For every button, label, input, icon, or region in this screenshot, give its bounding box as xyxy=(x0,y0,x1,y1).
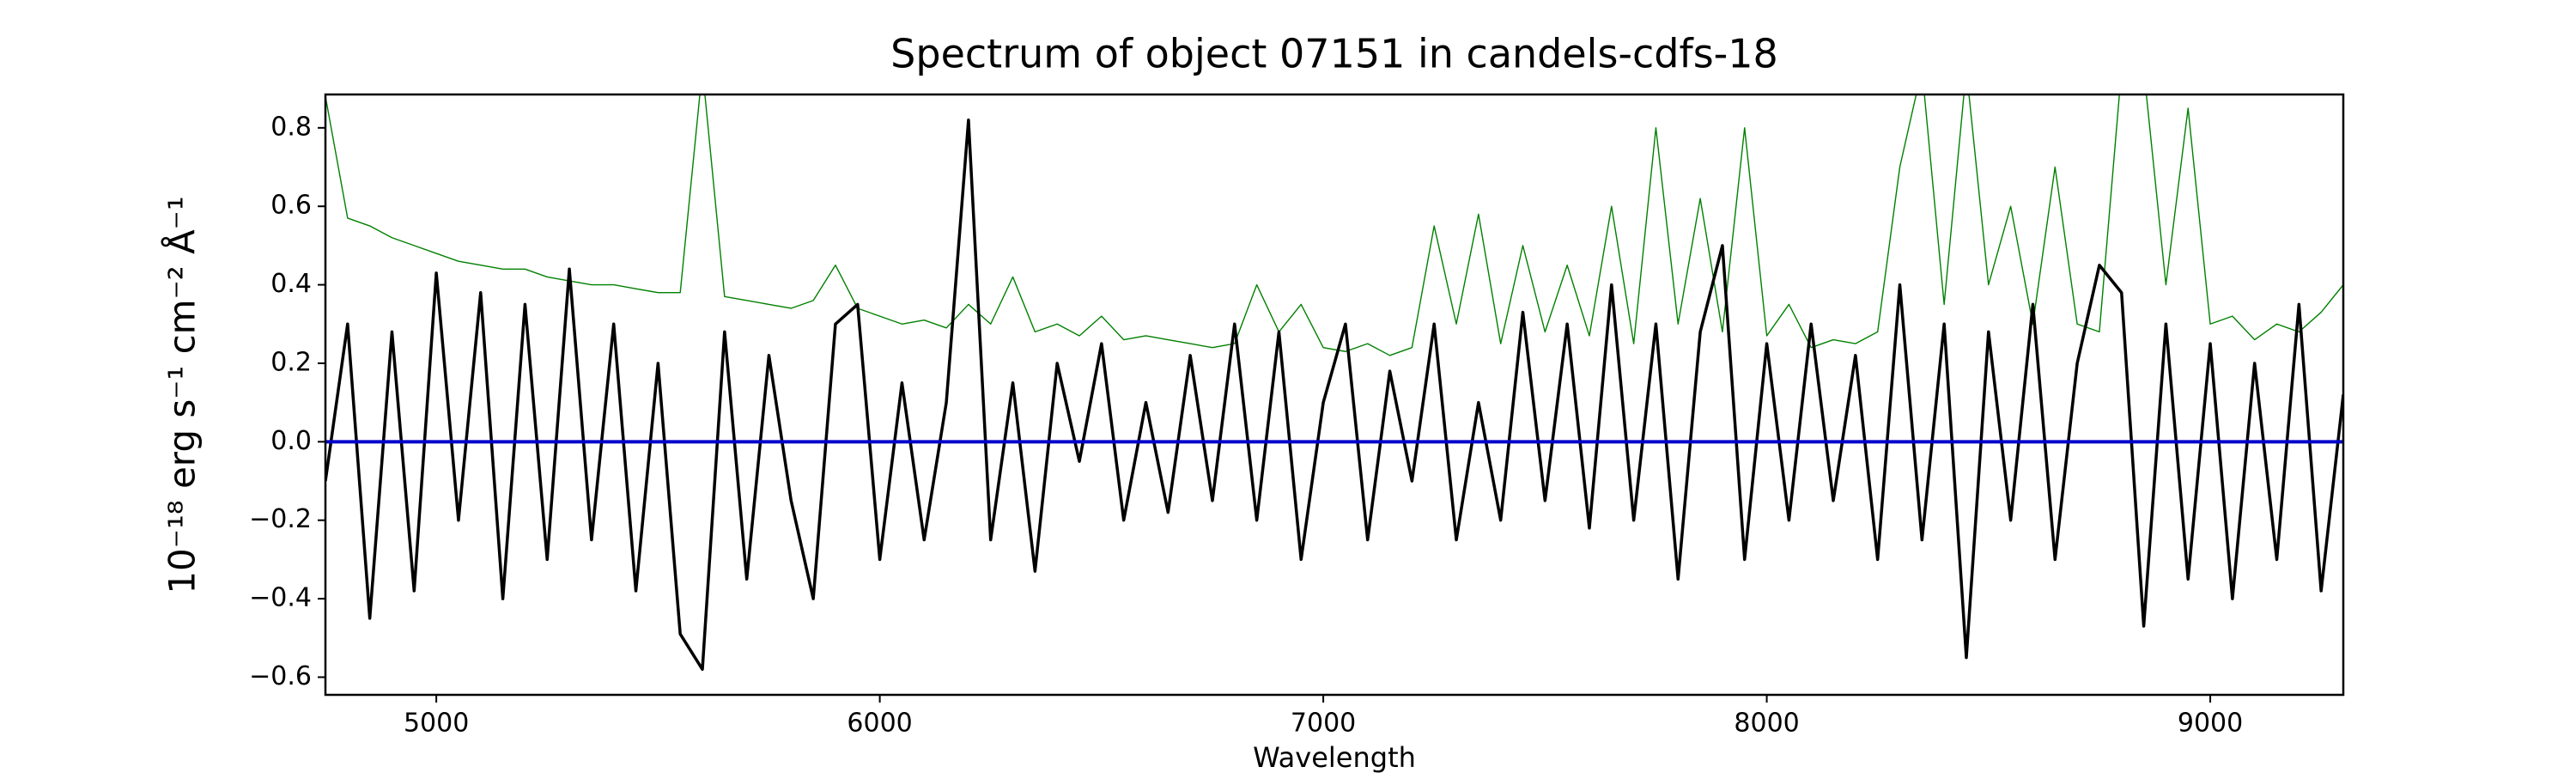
y-axis-label: 10⁻¹⁸ erg s⁻¹ cm⁻² Å⁻¹ xyxy=(161,196,204,593)
spectrum-line xyxy=(325,118,2343,672)
y-tick-label: 0.8 xyxy=(270,112,312,142)
y-tick-label: 0.0 xyxy=(270,426,312,456)
spectrum-line xyxy=(325,94,2343,356)
chart-title: Spectrum of object 07151 in candels-cdfs… xyxy=(890,31,1778,77)
y-tick-label: 0.2 xyxy=(270,347,312,377)
x-tick-label: 8000 xyxy=(1734,709,1799,739)
y-tick-label: −0.4 xyxy=(249,583,312,613)
y-tick-label: 0.6 xyxy=(270,191,312,221)
plot-area xyxy=(325,94,2343,672)
y-tick-label: −0.2 xyxy=(249,504,312,534)
axes-frame xyxy=(324,93,2345,697)
y-tick-label: −0.6 xyxy=(249,661,312,691)
x-tick-label: 6000 xyxy=(847,709,912,739)
x-axis-label: Wavelength xyxy=(1253,741,1416,773)
x-tick-label: 5000 xyxy=(404,709,469,739)
x-tick-label: 7000 xyxy=(1291,709,1356,739)
x-tick-label: 9000 xyxy=(2178,709,2243,739)
y-tick-label: 0.4 xyxy=(270,269,312,299)
